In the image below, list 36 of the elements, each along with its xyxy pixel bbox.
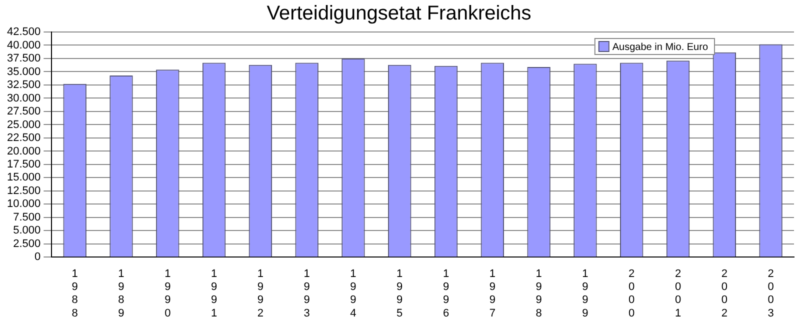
x-tick-label: 2003	[768, 268, 774, 320]
x-tick-label: 1995	[396, 268, 403, 320]
y-tick-label: 2.500	[13, 238, 41, 250]
y-tick-label: 7.500	[13, 211, 41, 224]
x-tick-label: 1990	[164, 268, 171, 320]
y-tick-label: 32.500	[6, 79, 41, 92]
x-tick-label: 1993	[304, 268, 310, 320]
y-tick-label: 15.000	[6, 172, 41, 184]
x-tick-label: 1999	[582, 268, 588, 320]
y-tick-label: 42.500	[6, 26, 41, 38]
y-tick-label: 10.000	[6, 198, 41, 210]
x-tick-label: 2000	[628, 268, 635, 320]
chart-title: Verteidigungsetat Frankreichs	[266, 2, 532, 25]
y-tick-label: 35.000	[6, 66, 41, 78]
y-tick-label: 12.500	[6, 184, 41, 197]
x-tick-label: 1989	[118, 268, 124, 320]
y-tick-label: 30.000	[6, 92, 41, 104]
y-tick-label: 0	[34, 251, 41, 264]
x-tick-label: 1996	[442, 268, 450, 320]
y-tick-label: 37.500	[6, 52, 41, 65]
x-tick-label: 1997	[489, 268, 496, 320]
x-tick-label: 2002	[721, 268, 728, 320]
y-tick-label: 20.000	[6, 145, 41, 158]
legend-label: Ausgabe in Mio. Euro	[612, 42, 708, 53]
y-tick-label: 27.500	[6, 106, 41, 118]
y-tick-label: 40.000	[6, 39, 41, 52]
y-tick-label: 25.000	[6, 118, 41, 131]
y-tick-label: 17.500	[6, 158, 41, 170]
x-tick-label: 1991	[210, 268, 218, 320]
x-tick-label: 1998	[536, 268, 542, 320]
y-tick-label: 22.500	[6, 132, 41, 144]
x-tick-label: 1988	[72, 268, 78, 320]
x-tick-label: 2001	[674, 268, 682, 320]
y-tick-label: 5.000	[13, 224, 41, 237]
x-tick-label: 1992	[257, 268, 264, 320]
x-tick-label: 1994	[350, 268, 356, 320]
